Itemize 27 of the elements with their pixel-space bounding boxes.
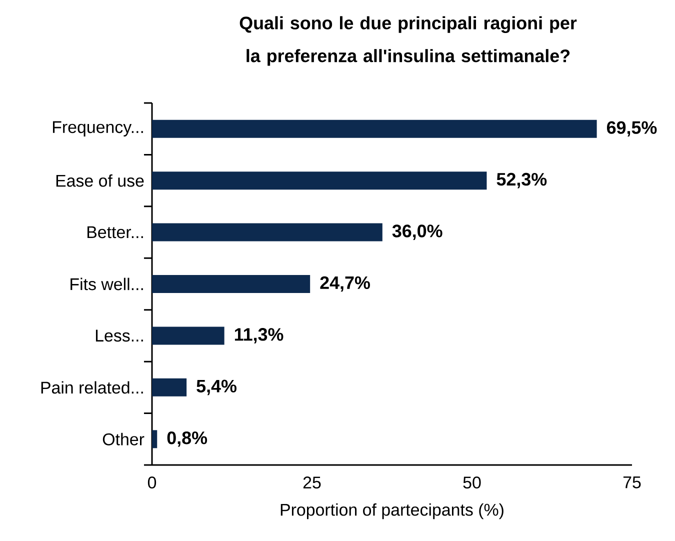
x-tick-label: 0	[148, 476, 156, 489]
y-tick-label: Other	[102, 432, 144, 446]
data-label: 11,3%	[234, 328, 284, 344]
data-label: 24,7%	[320, 276, 370, 292]
y-tick-label: Frequency...	[52, 121, 143, 136]
chart-title: Quali sono le due principali ragioni per la preferenza all'insulina settimanale?	[240, 16, 577, 66]
bar	[152, 120, 597, 138]
data-label: 36,0%	[392, 224, 442, 240]
data-label: 52,3%	[496, 172, 547, 188]
y-tick-label: Fits well...	[70, 278, 143, 290]
data-label: 5,4%	[196, 380, 236, 396]
y-tick-label: Pain related...	[41, 381, 143, 394]
data-label: 69,5%	[606, 121, 657, 137]
x-tick-label: 50	[463, 476, 481, 489]
bar	[152, 326, 224, 345]
bar	[152, 275, 310, 294]
bar	[152, 223, 382, 242]
y-tick-label: Ease of use	[56, 174, 144, 187]
y-tick-label: Better...	[88, 226, 143, 238]
x-tick-label: 75	[623, 476, 641, 488]
bar	[152, 378, 187, 396]
bar	[152, 172, 487, 190]
x-tick-label: 25	[303, 476, 321, 489]
y-tick-label: Less...	[96, 330, 143, 342]
bar	[152, 430, 158, 448]
data-label: 0,8%	[167, 431, 208, 447]
x-axis-title: Proportion of partecipants (%)	[280, 503, 504, 520]
